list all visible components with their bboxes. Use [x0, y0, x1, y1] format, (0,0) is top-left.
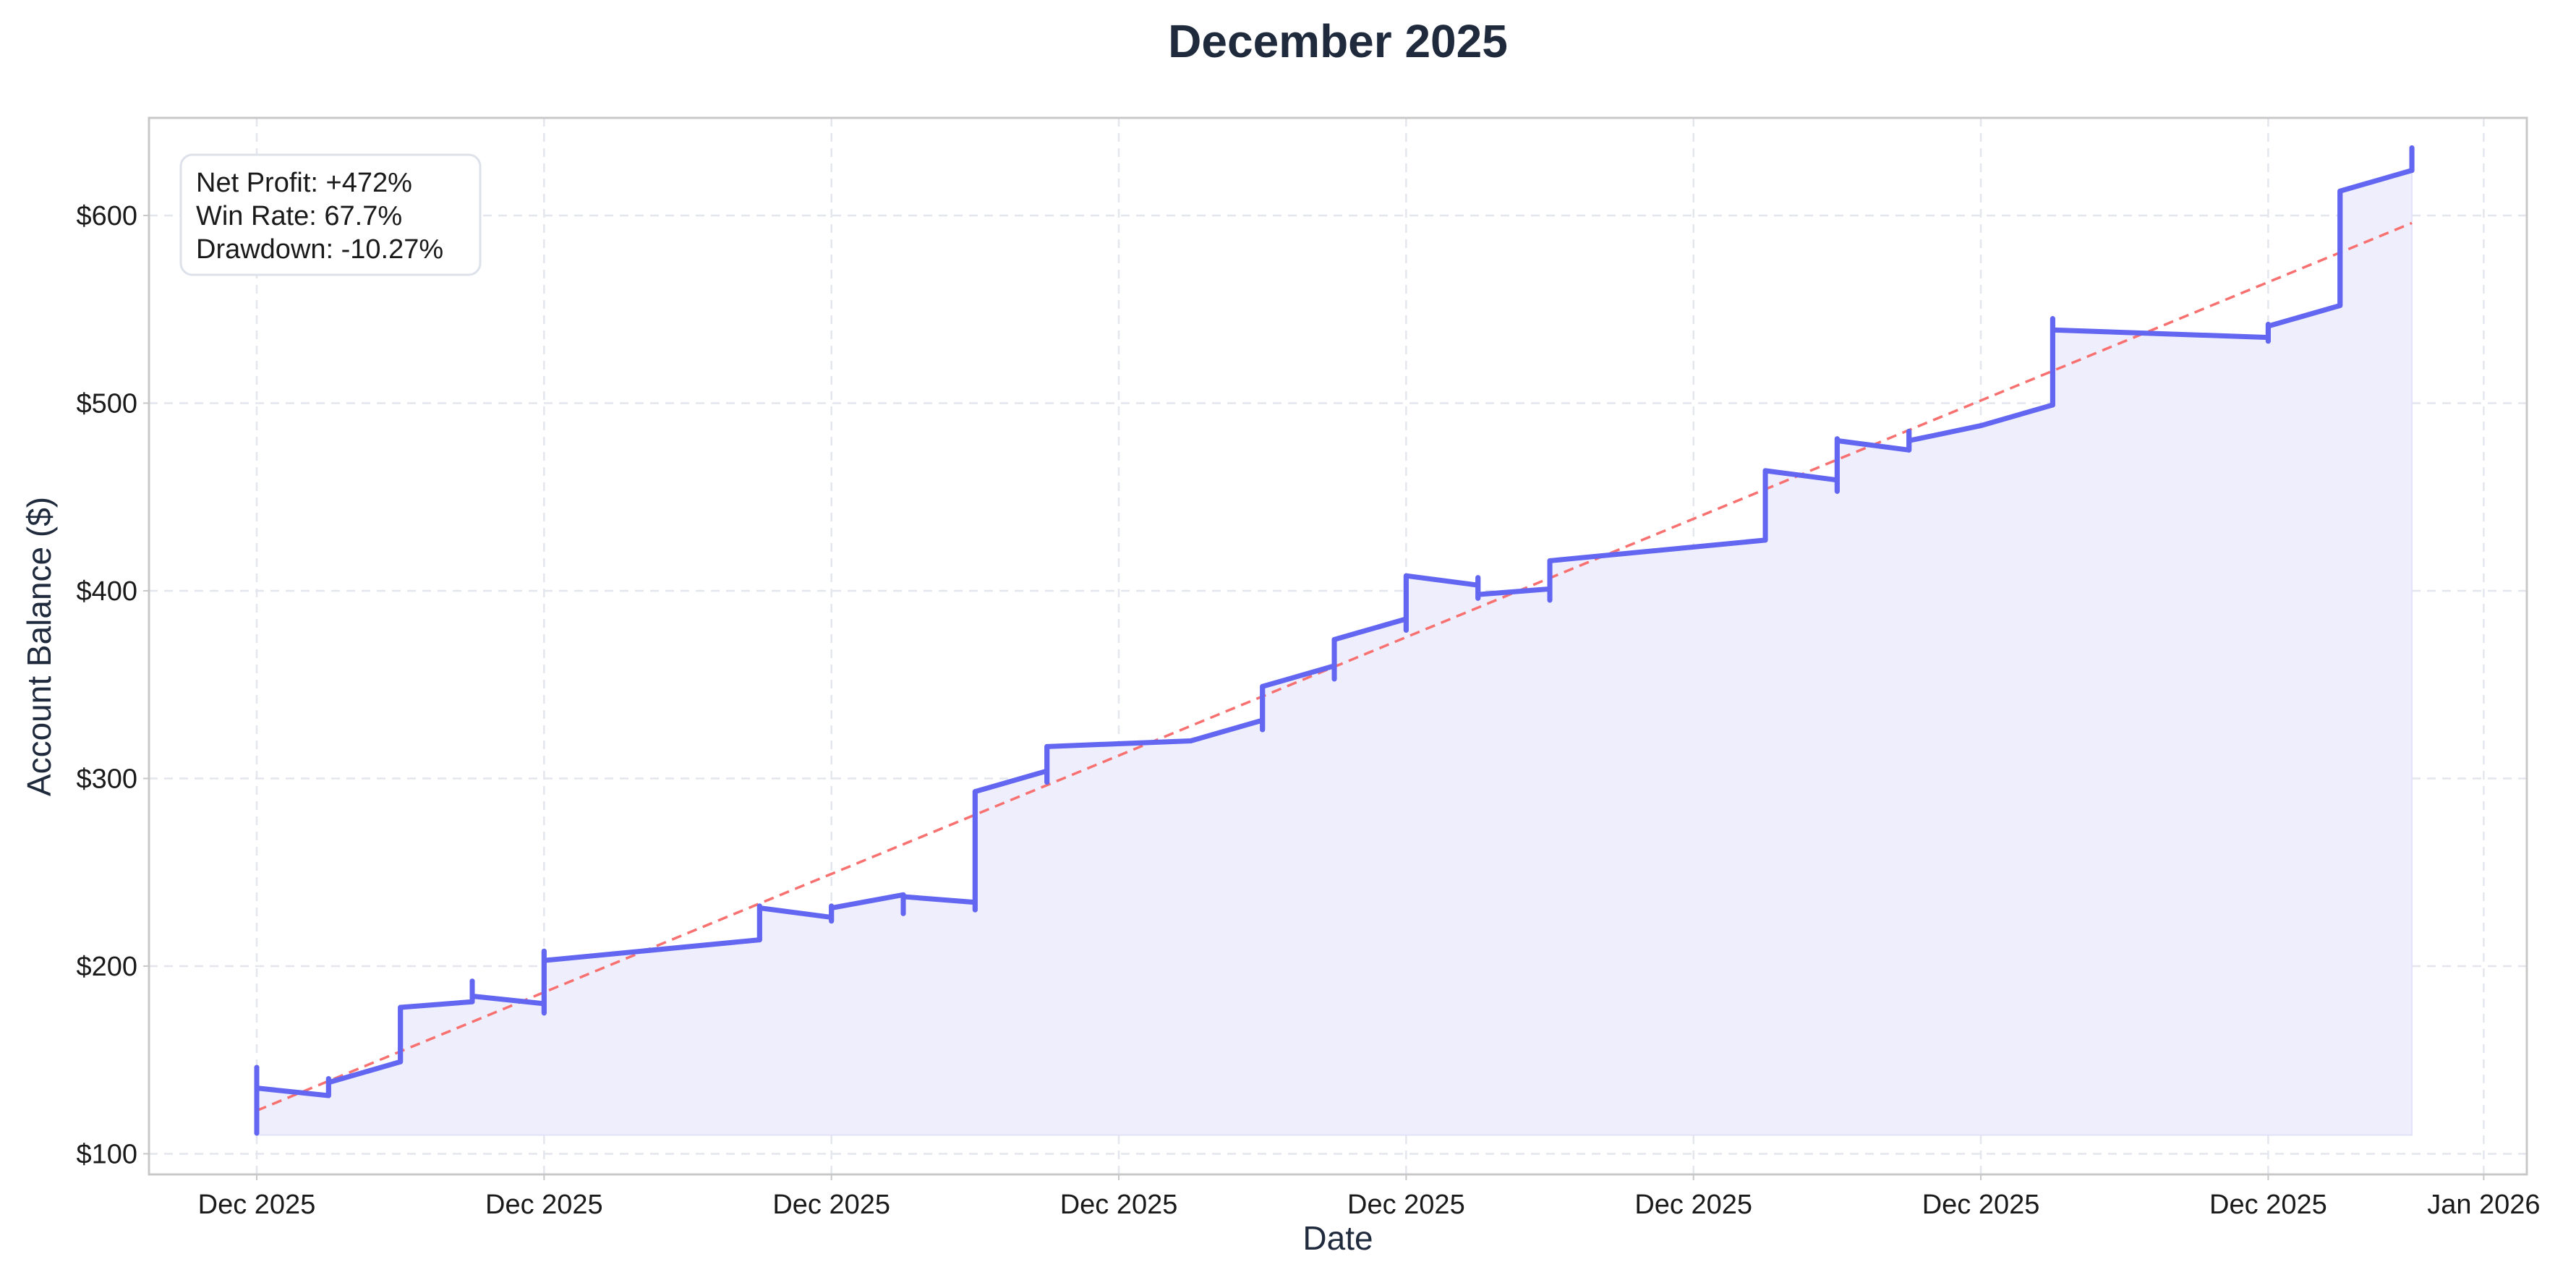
- y-axis-ticks: $100 $200 $300 $400 $500 $600: [76, 201, 149, 1169]
- stat-drawdown: Drawdown: -10.27%: [196, 234, 443, 265]
- y-tick-label: $500: [76, 388, 137, 419]
- x-axis-label: Date: [1302, 1219, 1373, 1257]
- x-axis-ticks: Dec 2025 Dec 2025 Dec 2025 Dec 2025 Dec 2025…: [198, 1174, 2541, 1220]
- x-tick-label: Dec 2025: [2209, 1190, 2327, 1220]
- stats-box-frame: [179, 153, 482, 276]
- y-tick-label: $300: [76, 764, 137, 794]
- y-axis-label: Account Balance ($): [20, 497, 58, 796]
- stats-box: Net Profit: +472% Win Rate: 67.7% Drawdo…: [179, 153, 482, 276]
- x-tick-label: Dec 2025: [1922, 1190, 2040, 1220]
- x-tick-label: Dec 2025: [772, 1190, 890, 1220]
- y-tick-label: $200: [76, 952, 137, 982]
- plot-frame: [148, 116, 2528, 1176]
- x-tick-label: Dec 2025: [1347, 1190, 1465, 1220]
- x-tick-label: Dec 2025: [1634, 1190, 1752, 1220]
- y-tick-label: $400: [76, 576, 137, 607]
- chart-title: December 2025: [1168, 15, 1508, 67]
- x-tick-label: Jan 2026: [2427, 1190, 2540, 1220]
- balance-series: [254, 145, 2415, 1136]
- x-tick-label: Dec 2025: [485, 1190, 603, 1220]
- stat-net-profit: Net Profit: +472%: [196, 168, 412, 198]
- y-tick-label: $100: [76, 1139, 137, 1169]
- stat-win-rate: Win Rate: 67.7%: [196, 201, 402, 231]
- x-tick-label: Dec 2025: [198, 1190, 316, 1220]
- x-tick-label: Dec 2025: [1060, 1190, 1178, 1220]
- y-tick-label: $600: [76, 201, 137, 231]
